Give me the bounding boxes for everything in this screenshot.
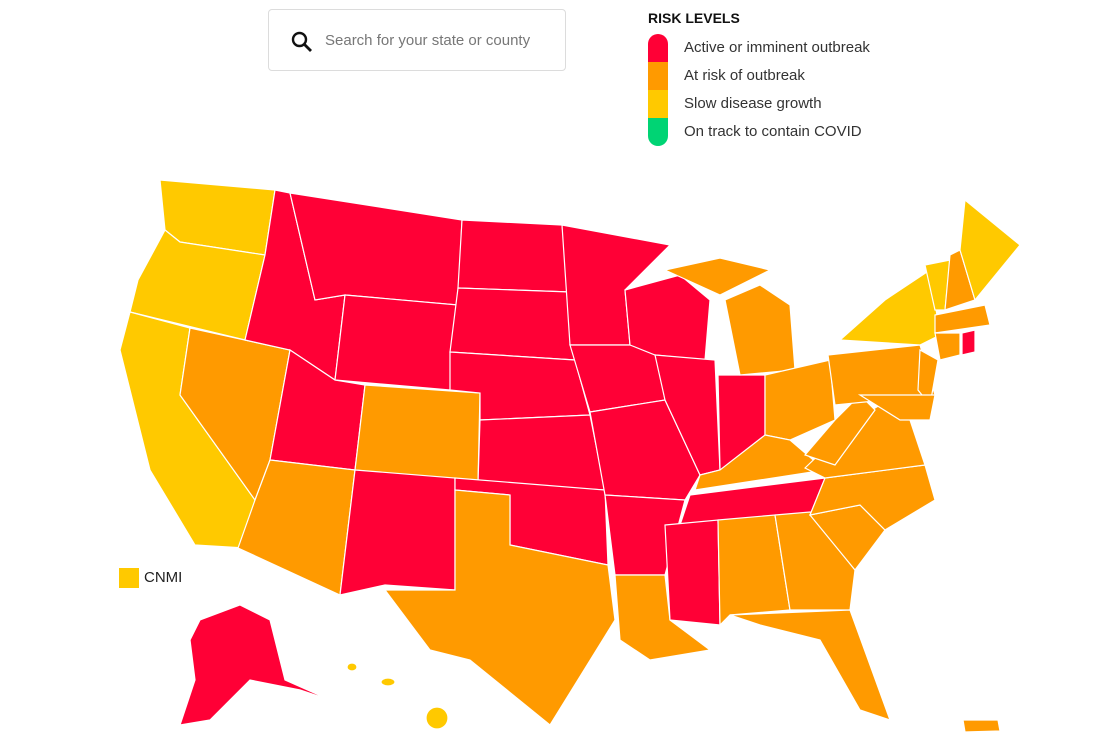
state[interactable]: [961, 329, 976, 356]
state[interactable]: [589, 399, 701, 501]
state[interactable]: [237, 459, 356, 596]
state[interactable]: [663, 257, 772, 296]
state[interactable]: [838, 268, 941, 346]
state[interactable]: [724, 284, 796, 376]
legend-label: On track to contain COVID: [684, 123, 862, 140]
legend-swatch: [648, 118, 668, 146]
state[interactable]: [694, 434, 827, 491]
legend-label: At risk of outbreak: [684, 67, 805, 84]
territory[interactable]: [962, 719, 1001, 733]
state[interactable]: [934, 304, 991, 334]
state[interactable]: [449, 287, 576, 361]
state[interactable]: [334, 294, 459, 391]
state[interactable]: [457, 219, 571, 293]
legend-title: RISK LEVELS: [648, 10, 740, 26]
search-box[interactable]: Search for your state or county: [268, 9, 566, 71]
state[interactable]: [383, 489, 616, 726]
states: [119, 179, 1021, 733]
legend-label: Slow disease growth: [684, 95, 822, 112]
state[interactable]: [289, 192, 463, 306]
state[interactable]: [857, 394, 936, 421]
legend-label: Active or imminent outbreak: [684, 39, 870, 56]
state[interactable]: [614, 574, 712, 661]
legend-swatch: [648, 34, 668, 62]
state[interactable]: [934, 332, 961, 361]
state[interactable]: [959, 198, 1021, 302]
state[interactable]: [624, 274, 711, 361]
state[interactable]: [339, 469, 456, 596]
state[interactable]: [803, 394, 876, 466]
state[interactable]: [179, 604, 331, 726]
legend-swatch: [648, 90, 668, 118]
legend-swatch: [648, 62, 668, 90]
territory-swatch: [119, 568, 139, 588]
state[interactable]: [346, 662, 358, 672]
state[interactable]: [425, 706, 449, 730]
state[interactable]: [354, 384, 481, 484]
search-placeholder: Search for your state or county: [325, 32, 531, 49]
state[interactable]: [764, 359, 836, 441]
state[interactable]: [664, 519, 721, 626]
state[interactable]: [729, 609, 891, 721]
state[interactable]: [380, 677, 396, 687]
state[interactable]: [774, 511, 856, 611]
territory-label: CNMI: [144, 569, 183, 586]
search-icon: [291, 31, 312, 52]
state[interactable]: [477, 414, 606, 491]
state[interactable]: [717, 514, 791, 627]
